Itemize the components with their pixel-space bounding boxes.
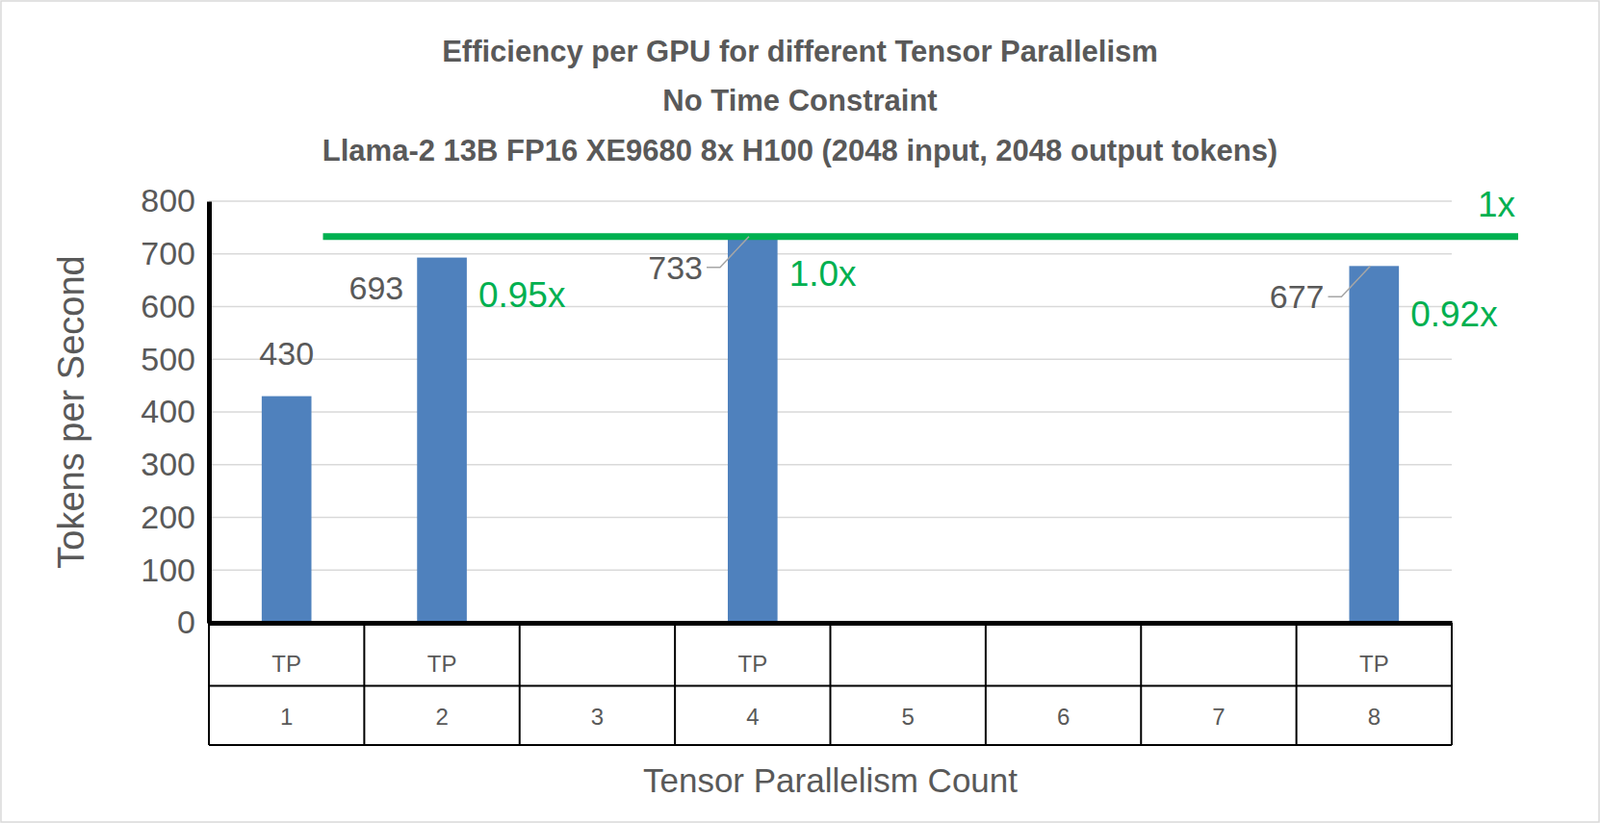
labels: 430 693 733 677 0.95x 1.0x 0.92x [258, 236, 1498, 373]
table-divider [518, 622, 521, 746]
title: Llama-2 13B FP16 XE9680 8x H100 (2048 in… [322, 133, 1278, 168]
table-line [208, 744, 1452, 747]
y-tick: 400 [140, 392, 209, 430]
y-tick: 600 [140, 287, 209, 325]
data-label: 677 [1269, 278, 1325, 315]
x-tick: 8 [1367, 685, 1381, 730]
y-axis: 0 100 200 300 400 500 600 700 800 [140, 181, 209, 641]
y-tick-label: 300 [140, 445, 196, 483]
bar [1348, 265, 1399, 623]
reference-label: 1x [1477, 184, 1517, 225]
bars [261, 236, 1399, 623]
y-tick: 200 [140, 498, 209, 536]
x-group-tick: TP [1359, 622, 1390, 677]
reference-line [323, 232, 1519, 240]
y-tick: 100 [140, 551, 209, 589]
x-group-label: TP [1359, 650, 1390, 677]
bar [261, 396, 312, 623]
x-group-label: TP [737, 650, 768, 677]
grid-line [208, 516, 1452, 519]
x-axis-title: Tensor Parallelism Count [643, 761, 1018, 800]
x-group-label: TP [271, 650, 302, 677]
bar [416, 258, 467, 623]
grid-line [208, 621, 1452, 624]
x-group-label: TP [427, 650, 458, 677]
x-axis-row-line [209, 685, 1453, 688]
y-tick-label: 600 [140, 287, 196, 325]
y-tick: 800 [140, 181, 209, 219]
title: Efficiency per GPU for different Tensor … [441, 34, 1159, 69]
y-tick: 700 [140, 234, 209, 272]
table-divider [1295, 622, 1298, 746]
ratio-label: 1.0x [789, 254, 857, 294]
y-tick-label: 200 [140, 498, 196, 536]
leader-line [1327, 265, 1370, 297]
x-tick-label: 3 [591, 703, 604, 730]
table-divider [362, 622, 365, 746]
x-tick: 7 [1212, 685, 1225, 730]
y-tick-label: 100 [140, 551, 196, 589]
x-tick-label: 6 [1057, 703, 1070, 730]
data-label: 693 [349, 269, 405, 307]
x-group-tick: TP [427, 622, 458, 677]
title: No Time Constraint [662, 83, 937, 118]
grid-line [208, 569, 1452, 572]
table-divider [829, 622, 832, 746]
chart: Efficiency per GPU for different Tensor … [0, 0, 1600, 823]
chart-frame [0, 0, 1600, 823]
category-table [208, 622, 1452, 746]
grid-line [208, 464, 1452, 466]
y-tick: 500 [140, 340, 209, 378]
leader-line [706, 236, 749, 268]
x-tick: 2 [435, 685, 448, 730]
grid [208, 201, 1452, 623]
ratio-label: 0.95x [478, 275, 567, 315]
x-tick-label: 8 [1367, 703, 1381, 730]
y-tick-label: 400 [140, 392, 196, 430]
grid-line [208, 411, 1452, 413]
y-tick-label: 0 [177, 603, 196, 641]
x-group-tick: TP [737, 622, 768, 677]
data-label: 733 [647, 249, 703, 286]
x-tick-label: 1 [280, 703, 293, 730]
x-tick-label: 5 [902, 703, 915, 730]
y-tick-label: 700 [140, 234, 196, 272]
x-group-tick: TP [271, 622, 302, 677]
grid-line [208, 200, 1452, 203]
x-tick-label: 2 [435, 703, 448, 730]
x-tick: 5 [902, 685, 915, 730]
ratio-label: 0.92x [1410, 294, 1498, 335]
x-tick: 1 [280, 685, 293, 730]
y-tick-label: 800 [140, 181, 196, 219]
x-tick: 4 [746, 685, 759, 730]
table-divider [1450, 622, 1453, 746]
bar [727, 236, 778, 623]
x-axis: 1 2 3 4 5 6 7 8 [209, 685, 1453, 730]
y-tick-label: 500 [140, 340, 196, 378]
y-axis-line [206, 202, 212, 624]
x-tick: 6 [1057, 685, 1070, 730]
table-divider [673, 622, 676, 746]
x-axis-groups: TP TP TP TP [209, 622, 1453, 677]
x-tick-label: 4 [746, 703, 759, 730]
data-label: 430 [258, 335, 314, 372]
y-tick: 0 [177, 603, 209, 641]
x-tick: 3 [591, 685, 604, 730]
x-axis-line [209, 620, 1453, 626]
grid-line [208, 359, 1452, 362]
table-divider [1139, 622, 1142, 746]
x-tick-label: 7 [1212, 703, 1225, 730]
table-divider [984, 622, 987, 746]
y-axis-title: Tokens per Second [51, 255, 92, 568]
table-divider [207, 622, 210, 746]
y-tick: 300 [140, 445, 209, 483]
